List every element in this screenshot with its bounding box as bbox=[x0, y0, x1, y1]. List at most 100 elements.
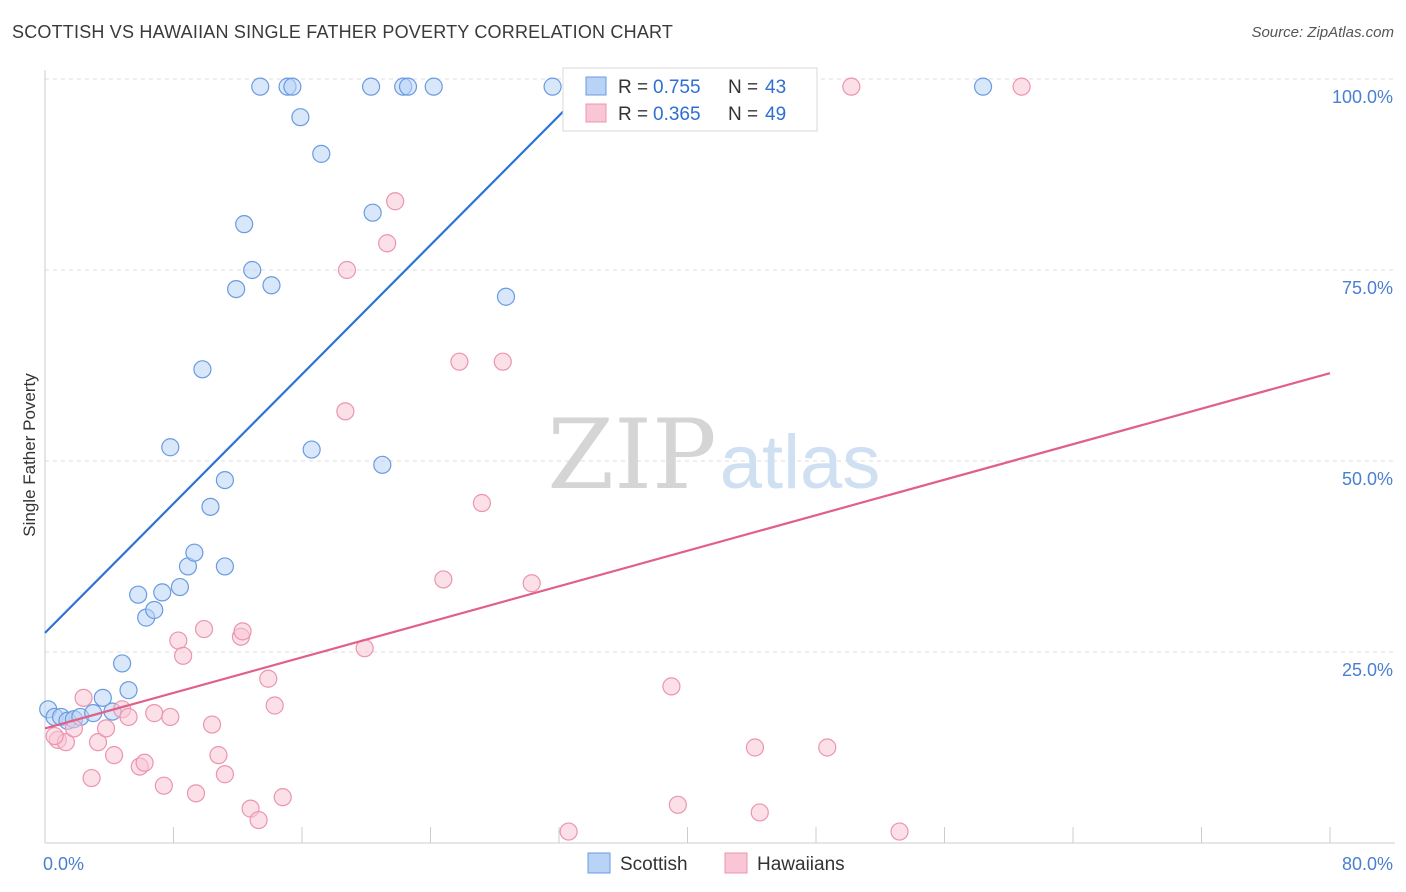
hawaiian-point bbox=[434, 570, 453, 589]
hawaiian-point bbox=[890, 822, 909, 841]
bottom-legend-swatch-scottish bbox=[587, 852, 611, 874]
hawaiian-point bbox=[202, 715, 222, 734]
hawaiian-point bbox=[386, 192, 405, 211]
scottish-point bbox=[424, 77, 443, 96]
data-points bbox=[39, 77, 1031, 841]
scottish-point bbox=[496, 287, 516, 306]
legend-r-label-scottish: R = bbox=[618, 77, 648, 98]
scottish-point bbox=[129, 585, 148, 604]
scottish-point bbox=[185, 543, 204, 562]
legend-n-value-hawaiian: 49 bbox=[765, 104, 786, 125]
legend-r-value-scottish: 0.755 bbox=[653, 77, 701, 98]
hawaiian-point bbox=[522, 574, 541, 593]
hawaiian-point bbox=[450, 352, 469, 371]
bottom-legend-scottish: Scottish bbox=[620, 854, 688, 875]
legend-box: R = 0.755 N = 43 R = 0.365 N = 49 bbox=[562, 67, 818, 132]
scottish-point bbox=[235, 215, 254, 234]
legend-n-label-hawaiian: N = bbox=[728, 104, 758, 125]
scottish-point bbox=[302, 440, 321, 459]
hawaiian-point bbox=[186, 784, 206, 803]
hawaiian-point bbox=[378, 234, 397, 253]
hawaiian-point bbox=[194, 619, 214, 639]
y-tick-label: 50.0% bbox=[1342, 469, 1393, 489]
hawaiian-point bbox=[154, 776, 173, 795]
scottish-point bbox=[361, 77, 381, 96]
scottish-point bbox=[119, 681, 138, 700]
hawaiian-point bbox=[119, 707, 138, 727]
scottish-point bbox=[291, 108, 310, 127]
hawaiian-point bbox=[215, 765, 234, 784]
hawaiian-point bbox=[273, 788, 292, 807]
hawaiian-point bbox=[161, 707, 180, 727]
watermark-atlas: atlas bbox=[720, 420, 881, 505]
scottish-point bbox=[153, 583, 172, 602]
x-tick-label: 80.0% bbox=[1342, 854, 1393, 874]
hawaiian-point bbox=[74, 688, 93, 707]
legend-n-label-scottish: N = bbox=[728, 77, 758, 98]
watermark-zip: ZIP bbox=[547, 399, 716, 511]
bottom-legend-swatch-hawaiians bbox=[724, 852, 748, 874]
hawaiian-point bbox=[145, 704, 164, 723]
hawaiian-point bbox=[104, 746, 124, 765]
hawaiian-point bbox=[169, 631, 188, 650]
hawaiian-point bbox=[265, 696, 284, 715]
legend-r-label-hawaiian: R = bbox=[618, 104, 648, 125]
y-axis-label: Single Father Poverty bbox=[20, 373, 39, 537]
hawaiian-point bbox=[493, 352, 512, 371]
scottish-point bbox=[215, 557, 234, 576]
hawaiian-point bbox=[88, 733, 108, 752]
hawaiian-point bbox=[249, 810, 268, 830]
hawaiian-point bbox=[45, 726, 64, 746]
scottish-point bbox=[283, 77, 302, 96]
hawaiian-trendline bbox=[44, 372, 1331, 730]
x-tick-label: 0.0% bbox=[43, 854, 84, 874]
hawaiian-point bbox=[233, 622, 252, 641]
hawaiian-point bbox=[209, 746, 228, 765]
legend-swatch-scottish bbox=[585, 76, 607, 96]
scottish-point bbox=[543, 77, 562, 96]
y-tick-label: 100.0% bbox=[1332, 87, 1393, 107]
scottish-point bbox=[251, 77, 270, 96]
hawaiian-point bbox=[472, 493, 491, 513]
scottish-point bbox=[145, 600, 164, 620]
hawaiian-point bbox=[336, 402, 355, 421]
hawaiian-point bbox=[745, 738, 765, 757]
y-tick-label: 75.0% bbox=[1342, 278, 1393, 298]
hawaiian-point bbox=[750, 803, 769, 822]
bottom-legend-hawaiians: Hawaiians bbox=[757, 854, 845, 875]
scottish-point bbox=[363, 203, 382, 222]
y-tick-label: 25.0% bbox=[1342, 660, 1393, 680]
legend-n-value-scottish: 43 bbox=[765, 77, 786, 98]
hawaiian-point bbox=[259, 669, 278, 688]
scottish-point bbox=[973, 77, 993, 96]
hawaiian-point bbox=[559, 822, 578, 841]
scottish-point bbox=[262, 276, 281, 295]
scottish-point bbox=[201, 497, 220, 516]
hawaiian-point bbox=[668, 795, 687, 814]
hawaiian-point bbox=[96, 719, 116, 738]
legend-r-value-hawaiian: 0.365 bbox=[653, 104, 701, 125]
source-label: Source: ZipAtlas.com bbox=[1251, 24, 1394, 41]
scottish-point bbox=[398, 77, 418, 96]
scottish-point bbox=[215, 471, 234, 490]
grid-lines bbox=[45, 78, 1395, 653]
scottish-point bbox=[161, 438, 180, 457]
scottish-point bbox=[193, 360, 212, 379]
hawaiian-point bbox=[662, 677, 681, 696]
hawaiian-point bbox=[842, 77, 861, 96]
scottish-point bbox=[243, 260, 262, 280]
hawaiian-point bbox=[135, 753, 154, 772]
hawaiian-point bbox=[337, 260, 357, 280]
hawaiian-point bbox=[174, 646, 193, 665]
bottom-legend: Scottish Hawaiians bbox=[587, 852, 845, 875]
scottish-point bbox=[170, 577, 190, 597]
scottish-point bbox=[93, 688, 112, 707]
legend-swatch-hawaiian bbox=[585, 103, 607, 123]
chart-title: SCOTTISH VS HAWAIIAN SINGLE FATHER POVER… bbox=[12, 22, 674, 42]
trendlines bbox=[44, 85, 1331, 730]
scottish-point bbox=[373, 455, 392, 474]
watermark: ZIP atlas bbox=[547, 399, 880, 511]
scottish-point bbox=[312, 144, 331, 163]
tick-labels: 25.0% 50.0% 75.0% 100.0% 0.0% 80.0% bbox=[43, 87, 1393, 874]
